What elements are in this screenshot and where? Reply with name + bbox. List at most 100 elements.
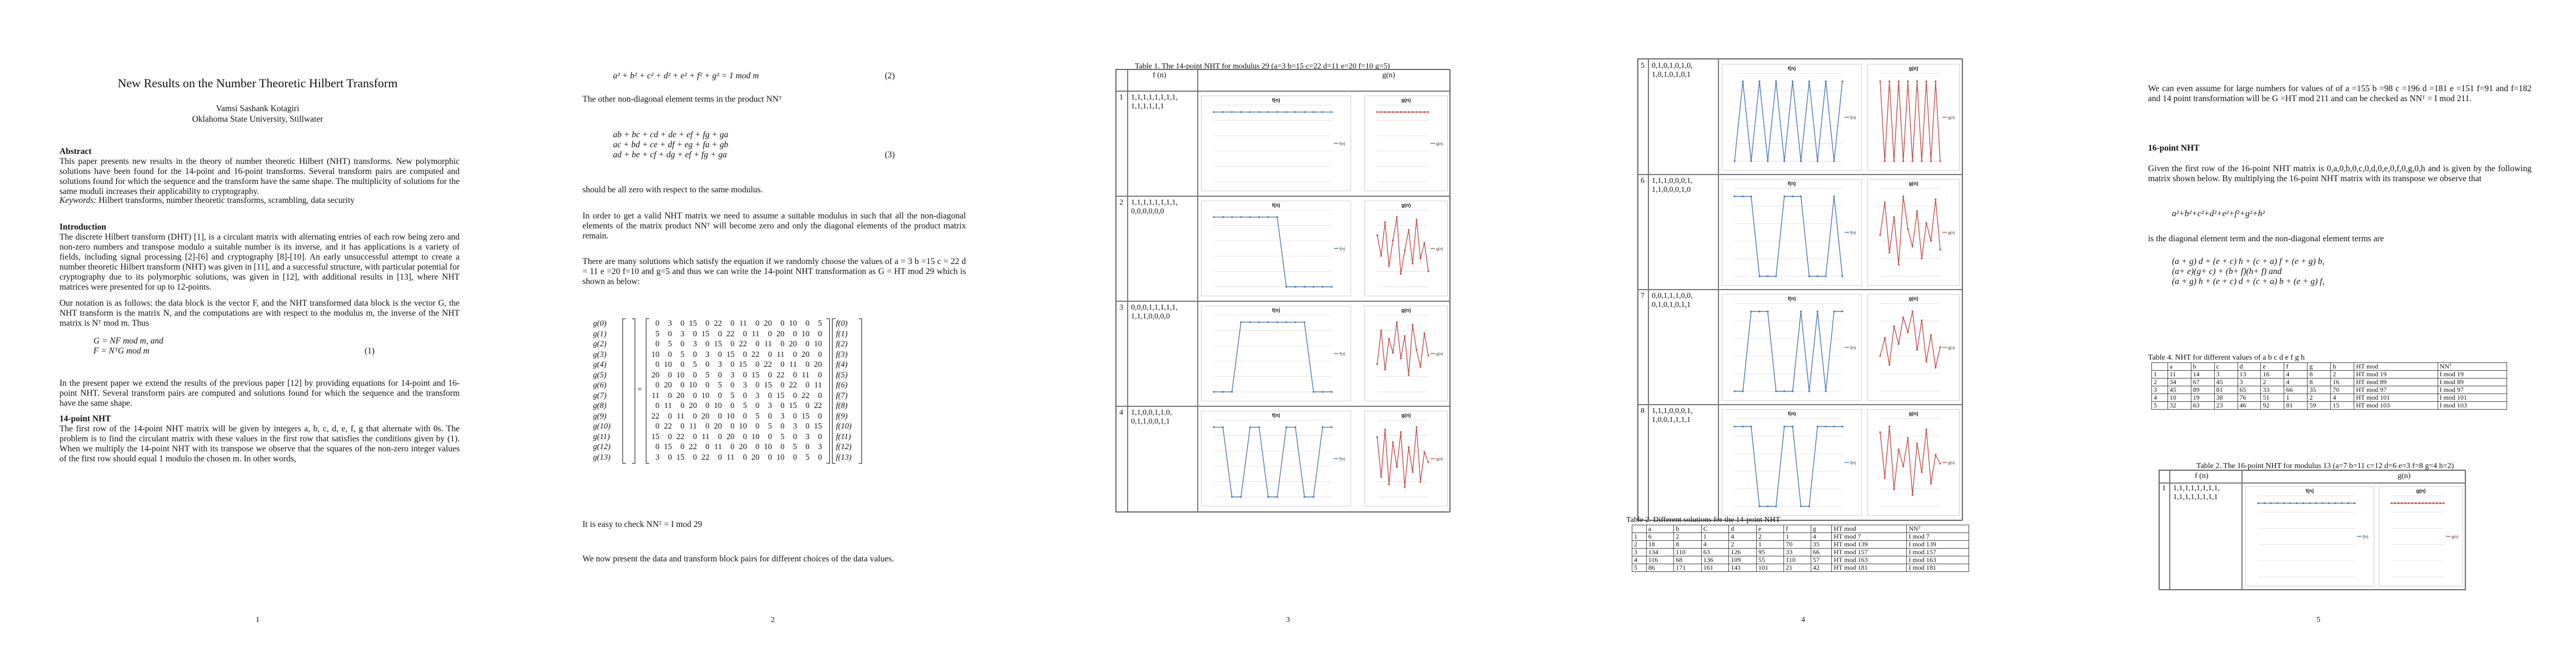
- equation-3a: ab + bc + cd + de + ef + fg + ga: [613, 130, 729, 140]
- f-bracket-right: [859, 318, 862, 464]
- table-header: HT mod: [1831, 525, 1907, 533]
- table-cell: 76: [2237, 394, 2261, 402]
- data-point: [2390, 502, 2393, 504]
- table-header: f: [2284, 362, 2308, 371]
- table1: f (n) g(n) 1 1,1,1,1,1,1,1,1, 1,1,1,1,1,1…: [1115, 69, 1451, 512]
- table-row: 2 18 8 4 2 1 70 35 HT mod 139 I mod 139: [1632, 540, 1969, 549]
- data-point: [1921, 471, 1923, 474]
- matrix-row: 0 10 0 5 0 3 0 15 0 22 0 11 0 20: [649, 360, 824, 370]
- f-label: f(0): [836, 319, 848, 328]
- matrix-cell: 0: [755, 340, 760, 349]
- matrix-cell: 3: [743, 381, 747, 390]
- series-line: [1880, 426, 1941, 495]
- matrix-row: 3 0 15 0 22 0 11 0 20 0 10 0 5 0: [649, 452, 824, 463]
- f-label: f(8): [836, 401, 848, 410]
- table-cell: 8: [2307, 378, 2331, 386]
- data-point: [1893, 488, 1895, 490]
- table-cell: 1: [2284, 394, 2308, 402]
- matrix-cell: 0: [768, 329, 772, 339]
- data-point: [2276, 502, 2279, 504]
- legend-label: g(n): [1948, 116, 1955, 120]
- matrix-cell: 5: [805, 452, 810, 462]
- legend-label: f(n): [1339, 142, 1346, 146]
- matrix-row: 10 0 5 0 3 0 15 0 22 0 11 0 20 0: [649, 350, 824, 360]
- data-point: [1733, 160, 1736, 162]
- matrix-cell: 0: [755, 319, 760, 328]
- chart-title: g(n): [1909, 181, 1919, 186]
- data-point: [1427, 111, 1429, 113]
- matrix-cell: 0: [818, 452, 822, 462]
- data-point: [1902, 465, 1905, 467]
- matrix-cell: 20: [814, 360, 823, 369]
- table2b-caption: Table 2. The 16-point NHT for modulus 13…: [2196, 462, 2454, 470]
- g-label: g(11): [593, 432, 610, 441]
- matrix-cell: 22: [789, 381, 798, 390]
- chart-title: f(n): [1787, 411, 1796, 416]
- data-point: [1911, 494, 1914, 496]
- matrix-cell: 3: [655, 452, 660, 462]
- matrix-row: 22 0 11 0 20 0 10 0 5 0 3 0 15 0: [649, 411, 824, 422]
- table-cell: 3: [2151, 386, 2168, 394]
- data-point: [1879, 80, 1881, 82]
- data-point: [1249, 216, 1251, 218]
- chart-2: f(n) f(n): [1201, 201, 1351, 296]
- table-header: a: [1646, 525, 1675, 533]
- f-label: f(2): [836, 340, 848, 349]
- header-g: g(n): [1197, 69, 1451, 92]
- matrix-cell: 0: [680, 360, 685, 369]
- matrix-cell: 15: [789, 401, 798, 410]
- matrix-cell: 10: [651, 350, 660, 359]
- equation-nondiag-a: (a + g) d + (e + c) h + (c + a) f + (e +…: [2172, 257, 2325, 266]
- data-point: [2415, 502, 2417, 504]
- matrix-cell: 20: [676, 391, 685, 400]
- matrix-cell: 20: [751, 452, 760, 462]
- table-cell: 86: [1646, 564, 1675, 572]
- data-point: [1775, 80, 1777, 82]
- data-point: [2411, 502, 2414, 504]
- f-label: f(1): [836, 329, 848, 339]
- table-row: 1 11 14 3 13 16 4 8 2 HT mod 19 I mod 19: [2151, 370, 2508, 379]
- g-label: g(13): [593, 452, 611, 462]
- table-cell: 2: [2307, 394, 2331, 402]
- table-cell: 46: [2237, 401, 2261, 410]
- data-point: [1267, 496, 1269, 498]
- matrix-cell: 22: [776, 370, 785, 380]
- data-point: [1833, 310, 1835, 312]
- series-line: [1214, 216, 1332, 287]
- equation-2-number: (2): [885, 71, 895, 81]
- data-point: [1249, 321, 1251, 323]
- table-cell: 32: [2167, 401, 2191, 410]
- header-f-label: f (n): [2195, 472, 2209, 480]
- matrix-cell: 22: [664, 422, 672, 431]
- matrix-cell: 22: [651, 411, 660, 421]
- table-cell: HT mod 139: [1831, 540, 1907, 549]
- nht16-text: Given the first row of the 16-point NHT …: [2148, 164, 2532, 183]
- matrix-cell: 0: [730, 381, 735, 390]
- matrix-cell: 0: [793, 329, 797, 339]
- matrix-cell: 22: [714, 319, 723, 328]
- chart-svg: g(n): [1376, 104, 1443, 182]
- data-point: [1733, 195, 1736, 197]
- chart-title: f(n): [1272, 202, 1280, 208]
- data-point: [1408, 229, 1410, 231]
- matrix-cell: 0: [730, 442, 735, 451]
- matrix-cell: 5: [718, 381, 722, 390]
- data-point: [1916, 210, 1919, 212]
- chart-cell: f(n) f(n) g(n) g(n): [1197, 91, 1451, 197]
- data-point: [1733, 390, 1736, 392]
- table-cell: 1: [2151, 370, 2168, 379]
- table-header: b: [1673, 525, 1702, 533]
- row-number-cell: 1: [2159, 482, 2170, 590]
- data-point: [1392, 352, 1394, 354]
- row-number-cell: 5: [1638, 59, 1649, 175]
- matrix-cell: 0: [680, 442, 685, 451]
- data-point: [1825, 275, 1827, 277]
- matrix-cell: 11: [814, 381, 822, 390]
- data-point: [1322, 286, 1324, 288]
- data-point: [1392, 441, 1394, 444]
- chart-svg: g(n): [1879, 73, 1955, 162]
- matrix-cell: 0: [780, 381, 785, 390]
- table-cell: 89: [2190, 386, 2215, 394]
- matrix-cell: 0: [793, 350, 797, 359]
- table-cell: 34: [2167, 378, 2191, 386]
